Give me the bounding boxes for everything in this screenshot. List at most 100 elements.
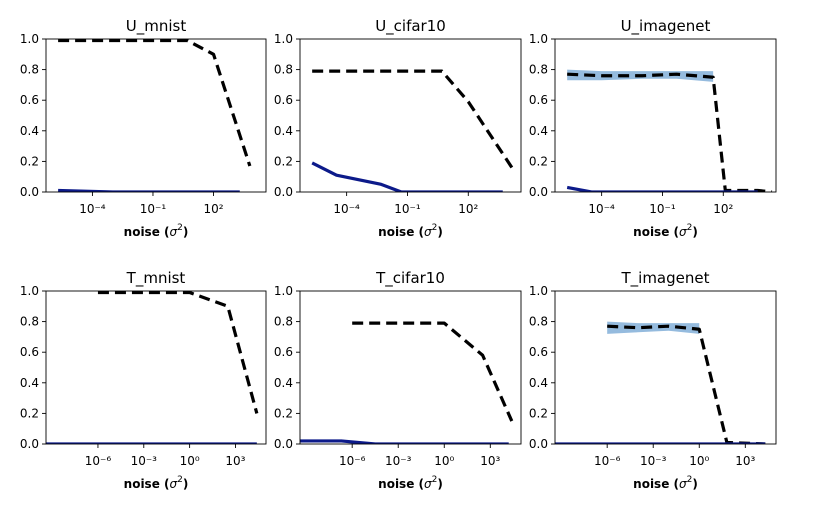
y-tick-label: 0.8 (274, 63, 293, 77)
x-tick-label: 10⁻³ (385, 454, 412, 468)
x-axis-label: noise (σ2) (633, 223, 698, 239)
x-tick-label: 10⁻⁴ (588, 202, 615, 216)
x-axis-label: noise (σ2) (124, 223, 189, 239)
x-axis-label: noise (σ2) (378, 475, 443, 491)
y-tick-label: 0.0 (529, 185, 548, 199)
series-line-baseline (300, 439, 509, 444)
axes-frame (554, 290, 777, 445)
x-tick-label: 10⁻⁶ (85, 454, 112, 468)
y-tick-label: 0.8 (529, 315, 548, 329)
x-tick-label: 10⁻⁴ (79, 202, 106, 216)
axes-frame (45, 290, 267, 445)
x-tick-label: 10⁰ (689, 454, 709, 468)
series-line-attack (58, 39, 252, 167)
x-tick-label: 10³ (225, 454, 245, 468)
x-tick-label: 10⁻⁶ (339, 454, 366, 468)
x-tick-label: 10⁰ (180, 454, 200, 468)
y-tick-label: 0.2 (529, 406, 548, 420)
y-tick-label: 0.0 (20, 185, 39, 199)
y-tick-label: 0.2 (274, 406, 293, 420)
y-tick-label: 0.6 (274, 93, 293, 107)
x-axis-label-exp: 2 (687, 475, 693, 485)
y-tick-label: 0.4 (274, 124, 293, 138)
plot-area (311, 69, 515, 192)
x-axis-label-exp: 2 (432, 475, 438, 485)
y-tick-label: 0.0 (274, 185, 293, 199)
chart-title: T_cifar10 (375, 269, 445, 288)
x-axis-label: noise (σ2) (124, 475, 189, 491)
axes-frame (299, 290, 522, 445)
x-tick-label: 10² (458, 202, 478, 216)
y-tick-label: 0.4 (529, 124, 548, 138)
x-tick-label: 10² (203, 202, 223, 216)
y-tick-label: 0.6 (20, 93, 39, 107)
chart-panel-u-cifar10: U_cifar10 0.0 0.2 0.4 0.6 0.8 1.0 10⁻⁴ 10⁻¹ 10² no… (274, 17, 522, 239)
y-tick-label: 1.0 (529, 284, 548, 298)
y-tick-label: 1.0 (20, 32, 39, 46)
x-axis-label-var: σ (170, 477, 178, 491)
x-axis-label-var: σ (424, 477, 432, 491)
y-tick-label: 0.6 (20, 345, 39, 359)
y-tick-label: 1.0 (274, 32, 293, 46)
confidence-band (607, 321, 700, 334)
plot-area (46, 291, 259, 444)
y-tick-label: 0.4 (20, 124, 39, 138)
y-tick-label: 0.2 (20, 406, 39, 420)
y-tick-label: 0.0 (274, 437, 293, 451)
x-axis-label: noise (σ2) (378, 223, 443, 239)
y-tick-label: 0.0 (20, 437, 39, 451)
x-tick-label: 10² (713, 202, 733, 216)
x-axis-label-exp: 2 (177, 223, 183, 233)
x-axis-label-prefix: noise ( (378, 225, 424, 239)
series-line-attack (567, 72, 773, 192)
y-tick-label: 0.2 (274, 154, 293, 168)
series-line-attack (352, 321, 514, 422)
x-axis-label-prefix: noise ( (124, 225, 170, 239)
y-tick-label: 1.0 (20, 284, 39, 298)
x-axis-label-suffix: ) (437, 225, 442, 239)
axes-frame (299, 38, 522, 193)
y-tick-label: 0.8 (529, 63, 548, 77)
y-tick-label: 0.8 (274, 315, 293, 329)
x-tick-label: 10⁻⁶ (594, 454, 621, 468)
x-axis-label-exp: 2 (432, 223, 438, 233)
x-axis-label: noise (σ2) (633, 475, 698, 491)
chart-panel-t-mnist: T_mnist 0.0 0.2 0.4 0.6 0.8 1.0 10⁻⁶ 10⁻³ 10⁰ 10³ n… (20, 269, 267, 491)
plot-area (58, 39, 252, 192)
x-axis-label-exp: 2 (177, 475, 183, 485)
series-line-baseline (311, 161, 503, 192)
plot-area (566, 69, 773, 192)
plot-area (555, 321, 766, 444)
series-line-baseline (566, 185, 758, 192)
x-axis-label-var: σ (679, 225, 687, 239)
y-tick-label: 0.8 (20, 63, 39, 77)
axes-frame (45, 38, 267, 193)
x-tick-label: 10⁻¹ (649, 202, 676, 216)
y-tick-label: 0.6 (529, 345, 548, 359)
y-tick-label: 0.0 (529, 437, 548, 451)
x-tick-label: 10⁻¹ (394, 202, 421, 216)
series-line-attack (607, 324, 766, 444)
chart-title: U_imagenet (621, 17, 711, 36)
axes-frame (554, 38, 777, 193)
chart-title: U_cifar10 (375, 17, 446, 36)
x-tick-label: 10⁻³ (640, 454, 667, 468)
y-tick-label: 0.6 (529, 93, 548, 107)
x-axis-label-suffix: ) (692, 477, 697, 491)
chart-panel-u-imagenet: U_imagenet 0.0 0.2 0.4 0.6 0.8 1.0 10⁻⁴ 10⁻¹ 10² n… (529, 17, 777, 239)
series-line-attack (97, 291, 259, 414)
x-tick-label: 10⁰ (434, 454, 454, 468)
x-tick-label: 10³ (480, 454, 500, 468)
x-tick-label: 10⁻³ (131, 454, 158, 468)
chart-panel-t-cifar10: T_cifar10 0.0 0.2 0.4 0.6 0.8 1.0 10⁻⁶ 10⁻³ 10⁰ 10… (274, 269, 522, 491)
chart-panel-u-mnist: U_mnist 0.0 0.2 0.4 0.6 0.8 1.0 10⁻⁴ 10⁻¹ 10² nois… (20, 17, 267, 239)
y-tick-label: 1.0 (529, 32, 548, 46)
chart-title: T_mnist (126, 269, 186, 288)
chart-panel-t-imagenet: T_imagenet 0.0 0.2 0.4 0.6 0.8 1.0 10⁻⁶ 10⁻³ 10⁰ 1… (529, 269, 777, 491)
chart-title: T_imagenet (620, 269, 709, 288)
x-tick-label: 10⁻¹ (140, 202, 167, 216)
x-axis-label-prefix: noise ( (124, 477, 170, 491)
x-axis-label-prefix: noise ( (633, 225, 679, 239)
x-axis-label-prefix: noise ( (633, 477, 679, 491)
